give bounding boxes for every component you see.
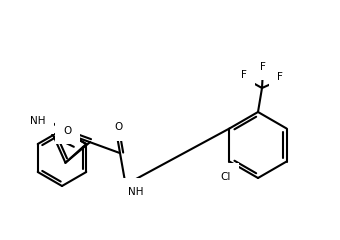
Text: O: O	[63, 126, 71, 136]
Text: F: F	[241, 70, 247, 80]
Text: Cl: Cl	[220, 172, 231, 181]
Text: F: F	[277, 72, 283, 82]
Text: O: O	[114, 122, 122, 132]
Text: F: F	[260, 62, 266, 72]
Text: NH: NH	[128, 187, 143, 197]
Text: NH: NH	[30, 116, 45, 126]
